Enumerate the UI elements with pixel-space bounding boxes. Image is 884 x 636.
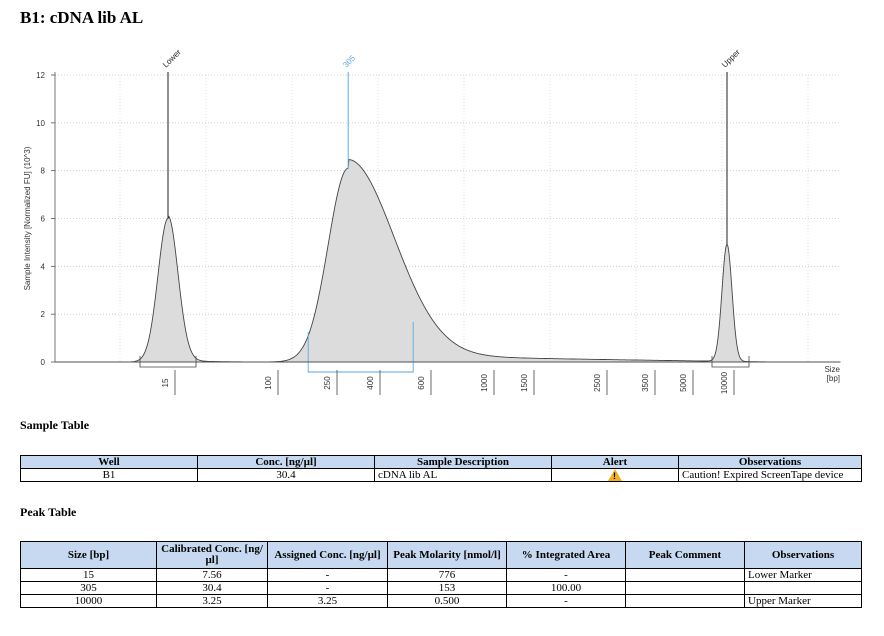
x-tick-label: 600	[417, 376, 426, 390]
x-tick-label: 400	[366, 376, 375, 390]
x-tick-label: 1500	[520, 374, 529, 392]
table-row: 10000 3.25 3.25 0.500 - Upper Marker	[20, 594, 862, 608]
y-tick-label: 4	[41, 262, 46, 271]
col-observations: Observations	[678, 455, 862, 469]
col-alert: Alert	[551, 455, 679, 469]
cell-integrated-area: -	[506, 594, 626, 608]
cell-description: cDNA lib AL	[374, 467, 552, 483]
x-axis-label-unit: [bp]	[827, 374, 840, 383]
table-row: 15 7.56 - 776 - Lower Marker	[20, 568, 862, 582]
sample-region-bracket	[307, 322, 414, 373]
peak-label: Upper	[720, 47, 742, 69]
table-row: B1 30.4 cDNA lib AL ! Caution! Expired S…	[20, 467, 862, 483]
x-tick-label: 1000	[480, 374, 489, 392]
cell-peak-comment	[625, 581, 745, 595]
x-tick-label: 250	[323, 376, 332, 390]
cell-peak-comment	[625, 594, 745, 608]
cell-integrated-area: -	[506, 568, 626, 582]
y-tick-label: 2	[41, 310, 46, 319]
cell-peak-molarity: 776	[387, 568, 507, 582]
col-size: Size [bp]	[20, 541, 157, 569]
cell-assigned-conc: 3.25	[267, 594, 388, 608]
sample-table-title: Sample Table	[20, 418, 90, 432]
cell-observations: Lower Marker	[744, 568, 862, 582]
cell-conc: 30.4	[197, 467, 375, 483]
x-tick-label: 5000	[679, 374, 688, 392]
trace-area	[55, 158, 841, 363]
cell-observations: Caution! Expired ScreenTape device	[678, 467, 862, 483]
warning-icon: !	[608, 469, 622, 482]
x-tick-label: 10000	[720, 371, 729, 394]
y-tick-label: 12	[36, 71, 45, 80]
cell-calibrated-conc: 7.56	[156, 568, 268, 582]
col-peak-molarity: Peak Molarity [nmol/l]	[387, 541, 507, 569]
cell-observations: Upper Marker	[744, 594, 862, 608]
cell-peak-molarity: 0.500	[387, 594, 507, 608]
cell-alert: !	[551, 467, 679, 483]
cell-calibrated-conc: 3.25	[156, 594, 268, 608]
electropherogram-chart: Lower 305 Upper 0 2 4 6 8 10 12 Sample Intensity …	[23, 47, 841, 395]
page-title: B1: cDNA lib AL	[20, 8, 144, 27]
cell-integrated-area: 100.00	[506, 581, 626, 595]
cell-size: 15	[20, 568, 157, 582]
peak-label: Lower	[161, 47, 183, 69]
y-tick-label: 8	[41, 167, 46, 176]
cell-assigned-conc: -	[267, 581, 388, 595]
cell-peak-comment	[625, 568, 745, 582]
col-assigned-conc: Assigned Conc. [ng/µl]	[267, 541, 388, 569]
x-tick-label: 15	[161, 378, 170, 387]
peak-table: Size [bp] Calibrated Conc. [ng/µl] Assig…	[20, 541, 862, 608]
col-calibrated-conc: Calibrated Conc. [ng/µl]	[156, 541, 268, 569]
col-description: Sample Description	[374, 455, 552, 469]
sample-table: Well Conc. [ng/µl] Sample Description Al…	[20, 455, 862, 483]
cell-size: 305	[20, 581, 157, 595]
cell-well: B1	[20, 467, 198, 483]
cell-assigned-conc: -	[267, 568, 388, 582]
peak-label: 305	[341, 53, 357, 69]
cell-calibrated-conc: 30.4	[156, 581, 268, 595]
x-tick-label: 100	[264, 376, 273, 390]
x-tick-label: 3500	[641, 374, 650, 392]
lower-marker-bracket	[139, 356, 197, 368]
peak-table-title: Peak Table	[20, 505, 77, 519]
y-tick-label: 6	[41, 215, 46, 224]
x-tick-label: 2500	[593, 374, 602, 392]
y-axis-label: Sample Intensity [Normalized FU] (10^3)	[23, 146, 32, 290]
cell-peak-molarity: 153	[387, 581, 507, 595]
y-tick-label: 0	[41, 358, 46, 367]
upper-marker-bracket	[711, 356, 750, 368]
col-conc: Conc. [ng/µl]	[197, 455, 375, 469]
table-row: 305 30.4 - 153 100.00	[20, 581, 862, 595]
col-observations: Observations	[744, 541, 862, 569]
col-peak-comment: Peak Comment	[625, 541, 745, 569]
cell-observations	[744, 581, 862, 595]
x-axis-label-size: Size	[824, 365, 840, 374]
col-well: Well	[20, 455, 198, 469]
y-tick-label: 10	[36, 119, 45, 128]
cell-size: 10000	[20, 594, 157, 608]
col-integrated-area: % Integrated Area	[506, 541, 626, 569]
